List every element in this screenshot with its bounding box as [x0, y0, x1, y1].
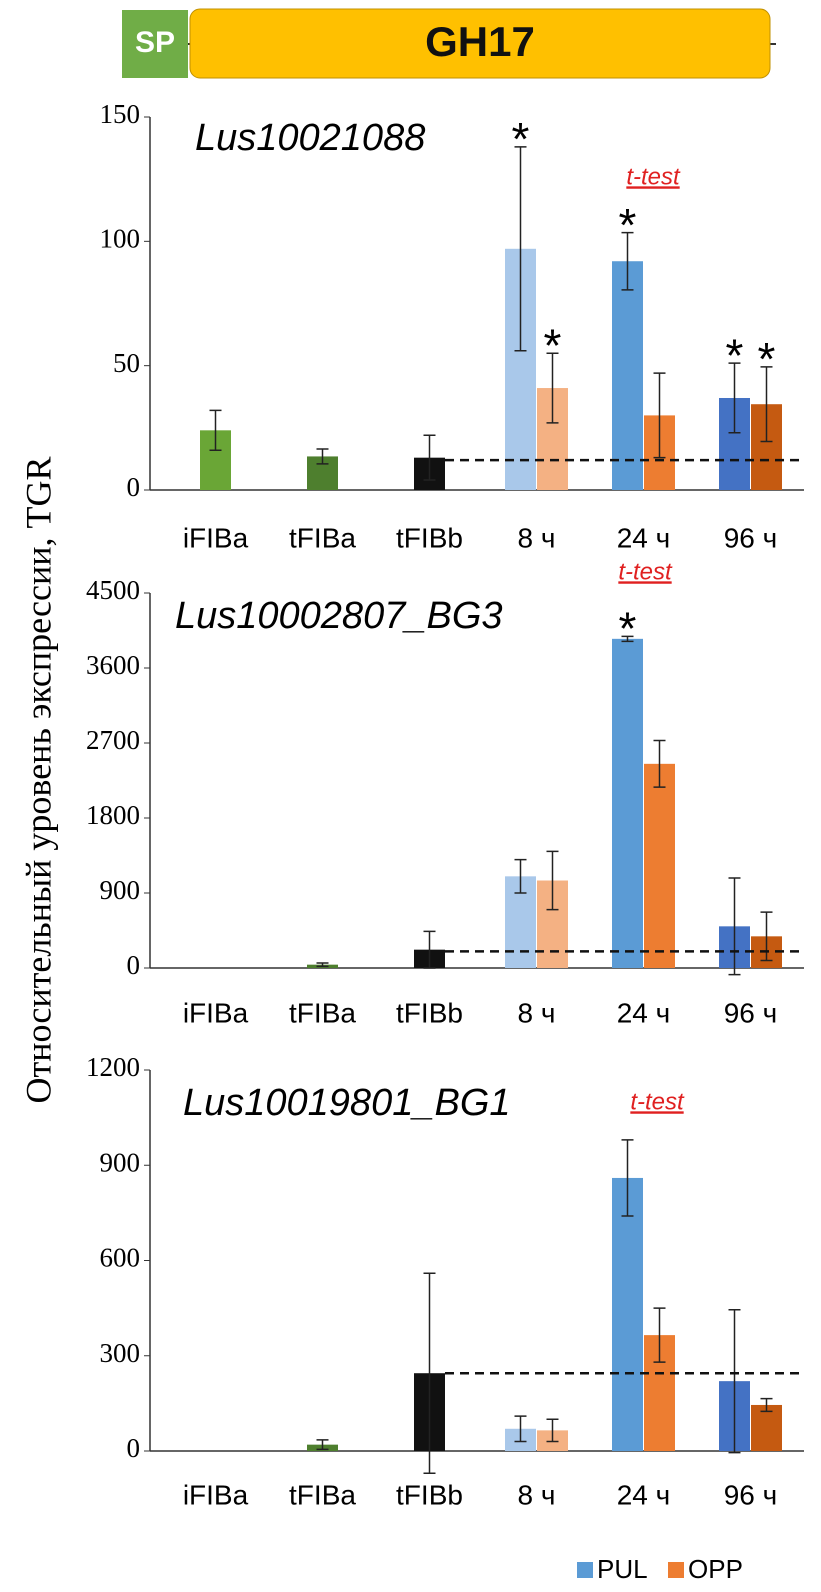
significance-mark: * — [726, 329, 744, 381]
panel-title: Lus10002807_BG3 — [175, 595, 503, 637]
x-tick-label: 96 ч — [724, 1479, 778, 1510]
error-bar — [514, 1415, 527, 1443]
error-bar — [653, 372, 666, 459]
legend-swatch — [577, 1562, 593, 1578]
bar — [612, 261, 643, 490]
significance-mark: * — [512, 113, 530, 165]
error-bar — [423, 1272, 436, 1474]
gh17-domain — [189, 8, 771, 79]
error-bar — [423, 434, 436, 481]
significance-mark: * — [758, 333, 776, 385]
error-bar — [316, 962, 329, 968]
significance-mark: * — [619, 199, 637, 251]
y-tick-label: 300 — [100, 1338, 141, 1368]
error-bar — [728, 877, 741, 976]
note: t-test — [630, 1088, 685, 1115]
x-tick-label: 24 ч — [617, 522, 671, 553]
error-bar — [514, 858, 527, 894]
sp-label: SP — [135, 26, 175, 59]
bar — [612, 638, 643, 968]
y-tick-label: 4500 — [86, 575, 140, 605]
x-tick-label: tFIBb — [396, 997, 463, 1028]
panel-title: Lus10021088 — [195, 117, 425, 159]
error-bar — [546, 352, 559, 424]
y-tick-label: 0 — [127, 472, 141, 502]
x-tick-label: tFIBb — [396, 522, 463, 553]
y-tick-label: 3600 — [86, 650, 140, 680]
x-tick-label: 8 ч — [518, 997, 556, 1028]
x-tick-label: tFIBa — [289, 1479, 356, 1510]
error-bar — [653, 739, 666, 788]
error-bar — [423, 930, 436, 969]
bar — [644, 763, 675, 968]
error-bar — [621, 635, 634, 643]
significance-mark: * — [544, 319, 562, 371]
error-bar — [760, 1397, 773, 1413]
x-tick-label: tFIBb — [396, 1479, 463, 1510]
y-tick-label: 50 — [113, 348, 140, 378]
error-bar — [316, 448, 329, 465]
error-bar — [760, 366, 773, 443]
y-tick-label: 600 — [100, 1243, 141, 1273]
error-bar — [653, 1307, 666, 1363]
y-tick-label: 0 — [127, 950, 141, 980]
y-tick-label: 900 — [100, 1147, 141, 1177]
x-tick-label: iFIBa — [183, 1479, 249, 1510]
x-tick-label: 8 ч — [518, 522, 556, 553]
y-tick-label: 0 — [127, 1433, 141, 1463]
y-tick-label: 1200 — [86, 1052, 140, 1082]
legend-swatch — [668, 1562, 684, 1578]
y-tick-label: 2700 — [86, 725, 140, 755]
legend-label: OPP — [688, 1554, 743, 1584]
x-tick-label: 8 ч — [518, 1479, 556, 1510]
legend-label: PUL — [597, 1554, 648, 1584]
panel-title: Lus10019801_BG1 — [183, 1082, 511, 1124]
error-bar — [514, 146, 527, 352]
y-tick-label: 150 — [100, 99, 141, 129]
error-bar — [621, 231, 634, 291]
x-tick-label: tFIBa — [289, 522, 356, 553]
y-tick-label: 900 — [100, 875, 141, 905]
y-tick-label: 1800 — [86, 800, 140, 830]
error-bar — [728, 362, 741, 434]
x-tick-label: iFIBa — [183, 522, 249, 553]
error-bar — [728, 1308, 741, 1454]
x-tick-label: 96 ч — [724, 997, 778, 1028]
error-bar — [546, 850, 559, 911]
x-tick-label: 96 ч — [724, 522, 778, 553]
error-bar — [316, 1439, 329, 1451]
sp-domain — [122, 10, 188, 78]
x-tick-label: iFIBa — [183, 997, 249, 1028]
bar — [751, 1404, 782, 1451]
significance-mark: * — [619, 602, 637, 654]
bar — [612, 1177, 643, 1451]
x-tick-label: tFIBa — [289, 997, 356, 1028]
note: t-test — [618, 558, 673, 585]
x-tick-label: 24 ч — [617, 997, 671, 1028]
gh17-label: GH17 — [425, 18, 535, 65]
error-bar — [209, 409, 222, 451]
error-bar — [546, 1418, 559, 1443]
x-tick-label: 24 ч — [617, 1479, 671, 1510]
note: t-test — [626, 163, 681, 190]
y-tick-label: 100 — [100, 224, 141, 254]
error-bar — [621, 1139, 634, 1217]
y-axis-label: Относительный уровень экспрессии, TGR — [18, 456, 58, 1103]
